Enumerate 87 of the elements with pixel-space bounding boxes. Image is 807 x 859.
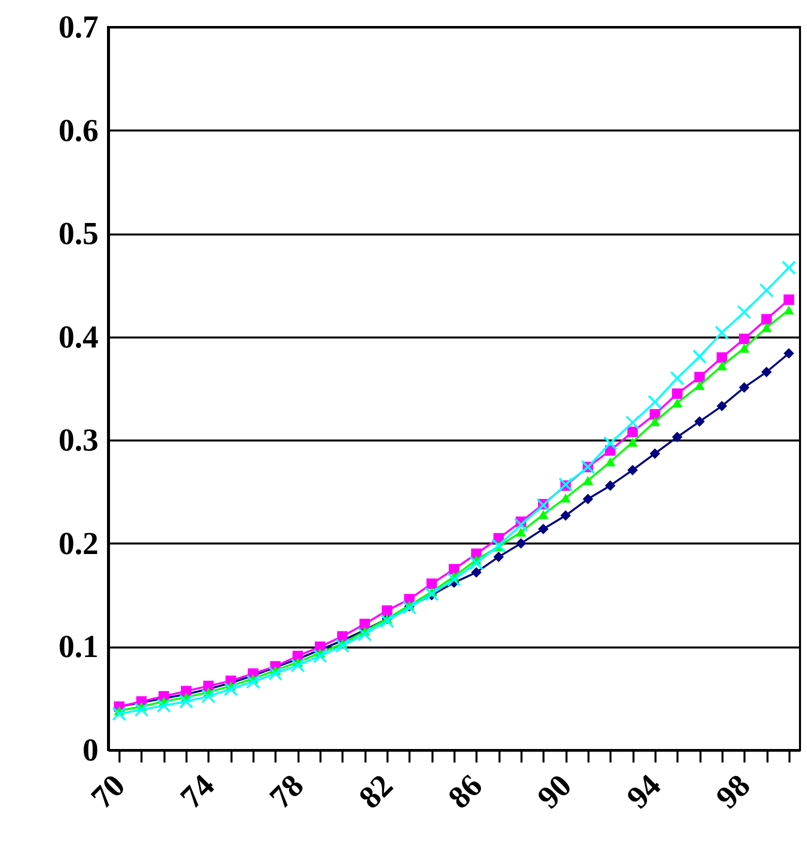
point — [672, 398, 682, 408]
point — [784, 305, 794, 315]
point — [268, 666, 283, 681]
point — [538, 524, 549, 534]
point — [335, 638, 350, 653]
point — [536, 498, 550, 512]
point — [627, 438, 638, 447]
point — [738, 382, 750, 393]
point — [469, 556, 484, 570]
point — [471, 567, 482, 578]
point — [738, 334, 750, 344]
point — [650, 409, 660, 420]
x-tick-label: 78 — [262, 767, 310, 816]
x-tick-label: 70 — [84, 767, 132, 816]
point — [692, 349, 707, 364]
x-tick-label: 98 — [708, 767, 757, 816]
point — [558, 477, 573, 492]
point — [694, 372, 705, 382]
x-tick-label: 94 — [619, 767, 668, 816]
point — [714, 326, 729, 340]
point — [782, 260, 796, 275]
point — [156, 698, 171, 713]
point — [605, 480, 616, 491]
point — [134, 702, 149, 717]
point — [359, 618, 370, 630]
point — [582, 494, 594, 504]
point — [516, 538, 526, 549]
y-tick-label: 0.7 — [58, 8, 98, 44]
point — [784, 294, 794, 305]
x-tick-label: 74 — [172, 767, 221, 816]
x-tick-label: 90 — [530, 767, 578, 816]
point — [112, 706, 126, 721]
point — [738, 344, 750, 353]
point — [625, 415, 640, 430]
point — [493, 552, 504, 562]
point — [761, 314, 772, 325]
point — [627, 426, 638, 438]
point — [672, 388, 682, 399]
point — [246, 674, 260, 689]
point — [290, 658, 305, 672]
point — [382, 605, 392, 616]
point — [761, 366, 772, 378]
y-tick-label: 0.4 — [58, 318, 98, 354]
point — [337, 631, 348, 642]
point — [402, 600, 416, 615]
point — [716, 361, 728, 370]
point — [538, 510, 549, 520]
y-tick-label: 0.1 — [58, 628, 98, 664]
point — [201, 689, 216, 704]
point — [759, 283, 774, 298]
point — [312, 648, 328, 664]
point — [650, 448, 660, 459]
point — [648, 394, 662, 410]
point — [516, 528, 526, 537]
point — [603, 436, 618, 450]
point — [224, 682, 238, 696]
point — [446, 572, 462, 587]
y-tick-label: 0.2 — [58, 524, 98, 561]
point — [426, 578, 437, 589]
point — [424, 586, 439, 602]
y-tick-label: 0 — [82, 732, 98, 768]
point — [694, 416, 705, 427]
point — [650, 417, 660, 426]
point — [627, 464, 638, 476]
point — [203, 680, 214, 692]
point — [694, 380, 705, 390]
point — [514, 518, 528, 532]
y-tick-label: 0.5 — [58, 215, 98, 252]
point — [358, 627, 372, 642]
point — [784, 348, 794, 359]
point — [560, 493, 571, 503]
x-tick-label: 86 — [440, 767, 489, 816]
y-tick-label: 0.6 — [58, 112, 98, 148]
point — [670, 371, 684, 386]
point — [179, 694, 194, 709]
point — [582, 476, 594, 485]
point — [560, 510, 571, 521]
point — [716, 400, 728, 412]
point — [716, 352, 728, 363]
point — [737, 304, 752, 320]
x-tick-label: 82 — [351, 767, 400, 816]
point — [380, 614, 394, 628]
y-tick-label: 0.3 — [58, 422, 98, 458]
point — [605, 457, 616, 466]
point — [761, 323, 772, 332]
point — [492, 538, 506, 553]
point — [672, 432, 682, 442]
